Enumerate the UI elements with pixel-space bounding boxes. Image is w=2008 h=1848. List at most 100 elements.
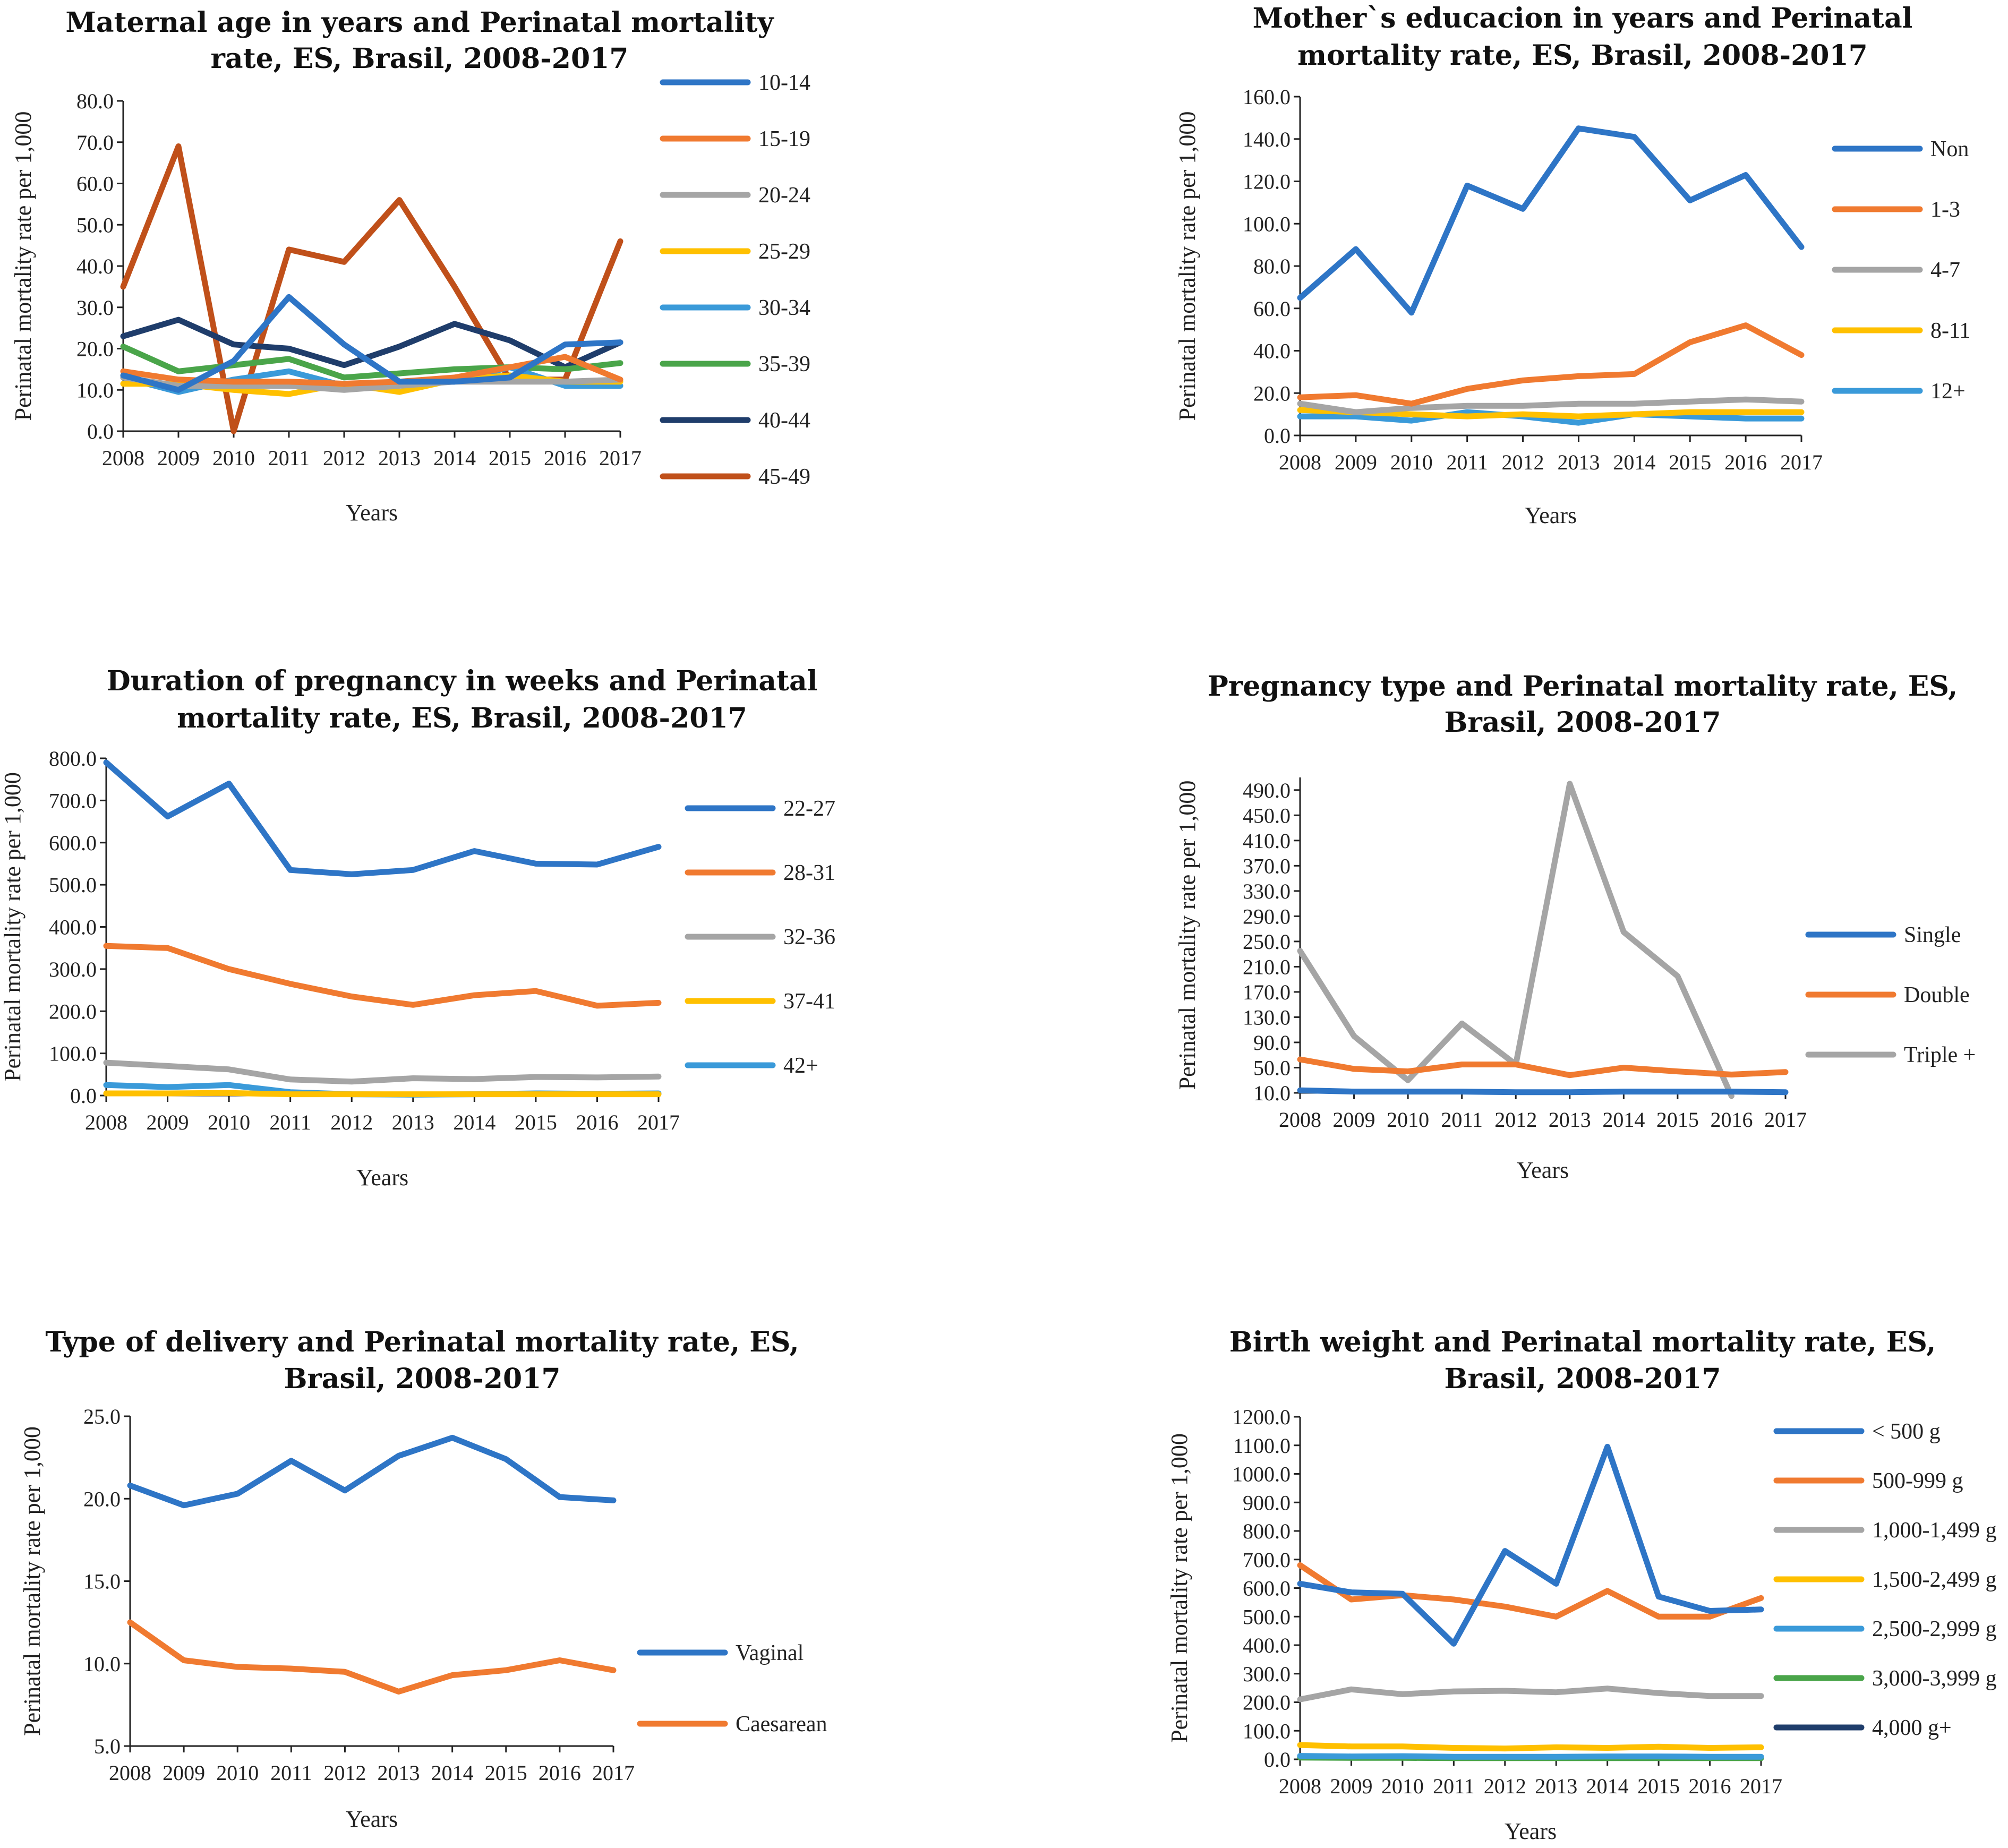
x-tick-label: 2014 [1613, 450, 1655, 474]
x-tick-label: 2009 [1335, 450, 1377, 474]
x-tick-label: 2008 [85, 1110, 127, 1134]
x-tick-label: 2017 [592, 1761, 635, 1785]
x-tick-label: 2011 [1446, 450, 1488, 474]
chart-delivery-type: Type of delivery and Perinatal mortality… [19, 1326, 827, 1832]
chart-title-line: Brasil, 2008-2017 [284, 1363, 560, 1395]
chart-title-line: Brasil, 2008-2017 [1444, 706, 1721, 739]
chart-title-line: Birth weight and Perinatal mortality rat… [1229, 1326, 1936, 1358]
y-tick-label: 600.0 [49, 831, 97, 855]
x-tick-label: 2014 [453, 1110, 495, 1134]
x-tick-label: 2011 [1441, 1108, 1483, 1132]
y-axis-label: Perinatal mortality rate per 1,000 [10, 112, 36, 421]
series-line-single [1297, 1087, 1789, 1096]
x-tick-label: 2011 [268, 446, 310, 470]
x-tick-label: 2011 [269, 1110, 311, 1134]
legend-label: Non [1930, 137, 1969, 161]
series-line-4-7 [1297, 396, 1805, 415]
x-tick-label: 2012 [1484, 1774, 1526, 1798]
series-line-32-36 [103, 1059, 662, 1085]
y-tick-label: 10.0 [1253, 1081, 1291, 1105]
series-line-500-999-g [1297, 1562, 1764, 1620]
legend-label: Single [1904, 923, 1961, 947]
y-tick-label: 90.0 [1253, 1031, 1291, 1055]
series-line-caesarean [127, 1619, 617, 1695]
series-line-28-31 [103, 943, 662, 1009]
legend-label: Vaginal [736, 1641, 804, 1665]
y-tick-label: 120.0 [1243, 170, 1291, 194]
x-tick-label: 2008 [1279, 1774, 1321, 1798]
x-tick-label: 2008 [109, 1761, 151, 1785]
x-tick-label: 2009 [163, 1761, 205, 1785]
series-line-triple- [1297, 781, 1734, 1099]
y-tick-label: 300.0 [1243, 1662, 1291, 1686]
legend-label: 500-999 g [1872, 1469, 1963, 1493]
y-tick-label: 600.0 [1243, 1577, 1291, 1601]
x-tick-label: 2013 [1557, 450, 1600, 474]
y-axis-label: Perinatal mortality rate per 1,000 [0, 772, 25, 1082]
x-tick-label: 2013 [1549, 1108, 1591, 1132]
x-tick-label: 2016 [539, 1761, 581, 1785]
y-tick-label: 60.0 [76, 172, 114, 196]
legend-label: 1-3 [1930, 198, 1960, 222]
y-tick-label: 50.0 [1253, 1056, 1291, 1080]
y-tick-label: 1100.0 [1233, 1434, 1291, 1458]
x-tick-label: 2017 [637, 1110, 680, 1134]
x-tick-label: 2010 [216, 1761, 259, 1785]
chart-title-line: Brasil, 2008-2017 [1444, 1363, 1721, 1395]
y-axis-label: Perinatal mortality rate per 1,000 [1166, 1433, 1192, 1743]
x-axis-label: Years [346, 1806, 398, 1832]
series-line--500-g [1297, 1443, 1764, 1647]
x-tick-label: 2015 [1656, 1108, 1699, 1132]
y-tick-label: 100.0 [1243, 212, 1291, 236]
x-tick-label: 2013 [1535, 1774, 1577, 1798]
chart-title-line: Pregnancy type and Perinatal mortality r… [1208, 670, 1958, 703]
y-tick-label: 210.0 [1243, 955, 1291, 979]
legend-label: 25-29 [758, 239, 810, 264]
legend-label: Triple + [1904, 1043, 1976, 1067]
legend-label: 3,000-3,999 g [1872, 1666, 1997, 1691]
x-tick-label: 2010 [1387, 1108, 1429, 1132]
series-line-12- [1297, 409, 1805, 426]
legend-label: 28-31 [783, 861, 835, 885]
x-tick-label: 2012 [330, 1110, 373, 1134]
x-tick-label: 2011 [270, 1761, 312, 1785]
y-tick-label: 400.0 [1243, 1633, 1291, 1657]
legend-label: 2,500-2,999 g [1872, 1617, 1997, 1641]
x-axis-label: Years [346, 500, 398, 526]
y-tick-label: 0.0 [1264, 424, 1291, 448]
series-line-vaginal [127, 1434, 617, 1509]
y-tick-label: 10.0 [76, 378, 114, 402]
x-tick-label: 2017 [1780, 450, 1823, 474]
chart-title-line: Mother`s educacion in years and Perinata… [1253, 2, 1913, 35]
legend-label: 35-39 [758, 352, 810, 377]
x-tick-label: 2012 [1502, 450, 1544, 474]
x-tick-label: 2008 [102, 446, 144, 470]
y-tick-label: 800.0 [1243, 1519, 1291, 1543]
y-tick-label: 30.0 [76, 296, 114, 320]
y-tick-label: 0.0 [87, 420, 114, 443]
y-axis-label: Perinatal mortality rate per 1,000 [19, 1426, 45, 1736]
legend-label: 4-7 [1930, 258, 1960, 283]
y-tick-label: 500.0 [49, 873, 97, 897]
series-line-8-11 [1297, 407, 1805, 420]
legend-label: 32-36 [783, 925, 835, 949]
chart-title-line: Duration of pregnancy in weeks and Perin… [107, 665, 818, 697]
legend-label: Double [1904, 983, 1970, 1007]
series-line-20-24 [120, 374, 623, 393]
y-tick-label: 40.0 [76, 254, 114, 278]
chart-title-line: Maternal age in years and Perinatal mort… [65, 6, 774, 39]
x-tick-label: 2014 [1586, 1774, 1629, 1798]
series-line-10-14 [120, 294, 623, 393]
y-tick-label: 20.0 [1253, 381, 1291, 405]
legend-label: 37-41 [783, 989, 835, 1014]
y-tick-label: 100.0 [1243, 1719, 1291, 1743]
y-tick-label: 25.0 [83, 1405, 121, 1428]
x-tick-label: 2015 [489, 446, 531, 470]
chart-pregnancy-type: Pregnancy type and Perinatal mortality r… [1174, 670, 1976, 1183]
y-tick-label: 290.0 [1243, 904, 1291, 928]
x-tick-label: 2016 [1710, 1108, 1753, 1132]
legend-label: 40-44 [758, 408, 810, 433]
chart-mother-education: Mother`s educacion in years and Perinata… [1174, 2, 1970, 528]
y-tick-label: 15.0 [83, 1570, 121, 1594]
x-tick-label: 2017 [599, 446, 642, 470]
